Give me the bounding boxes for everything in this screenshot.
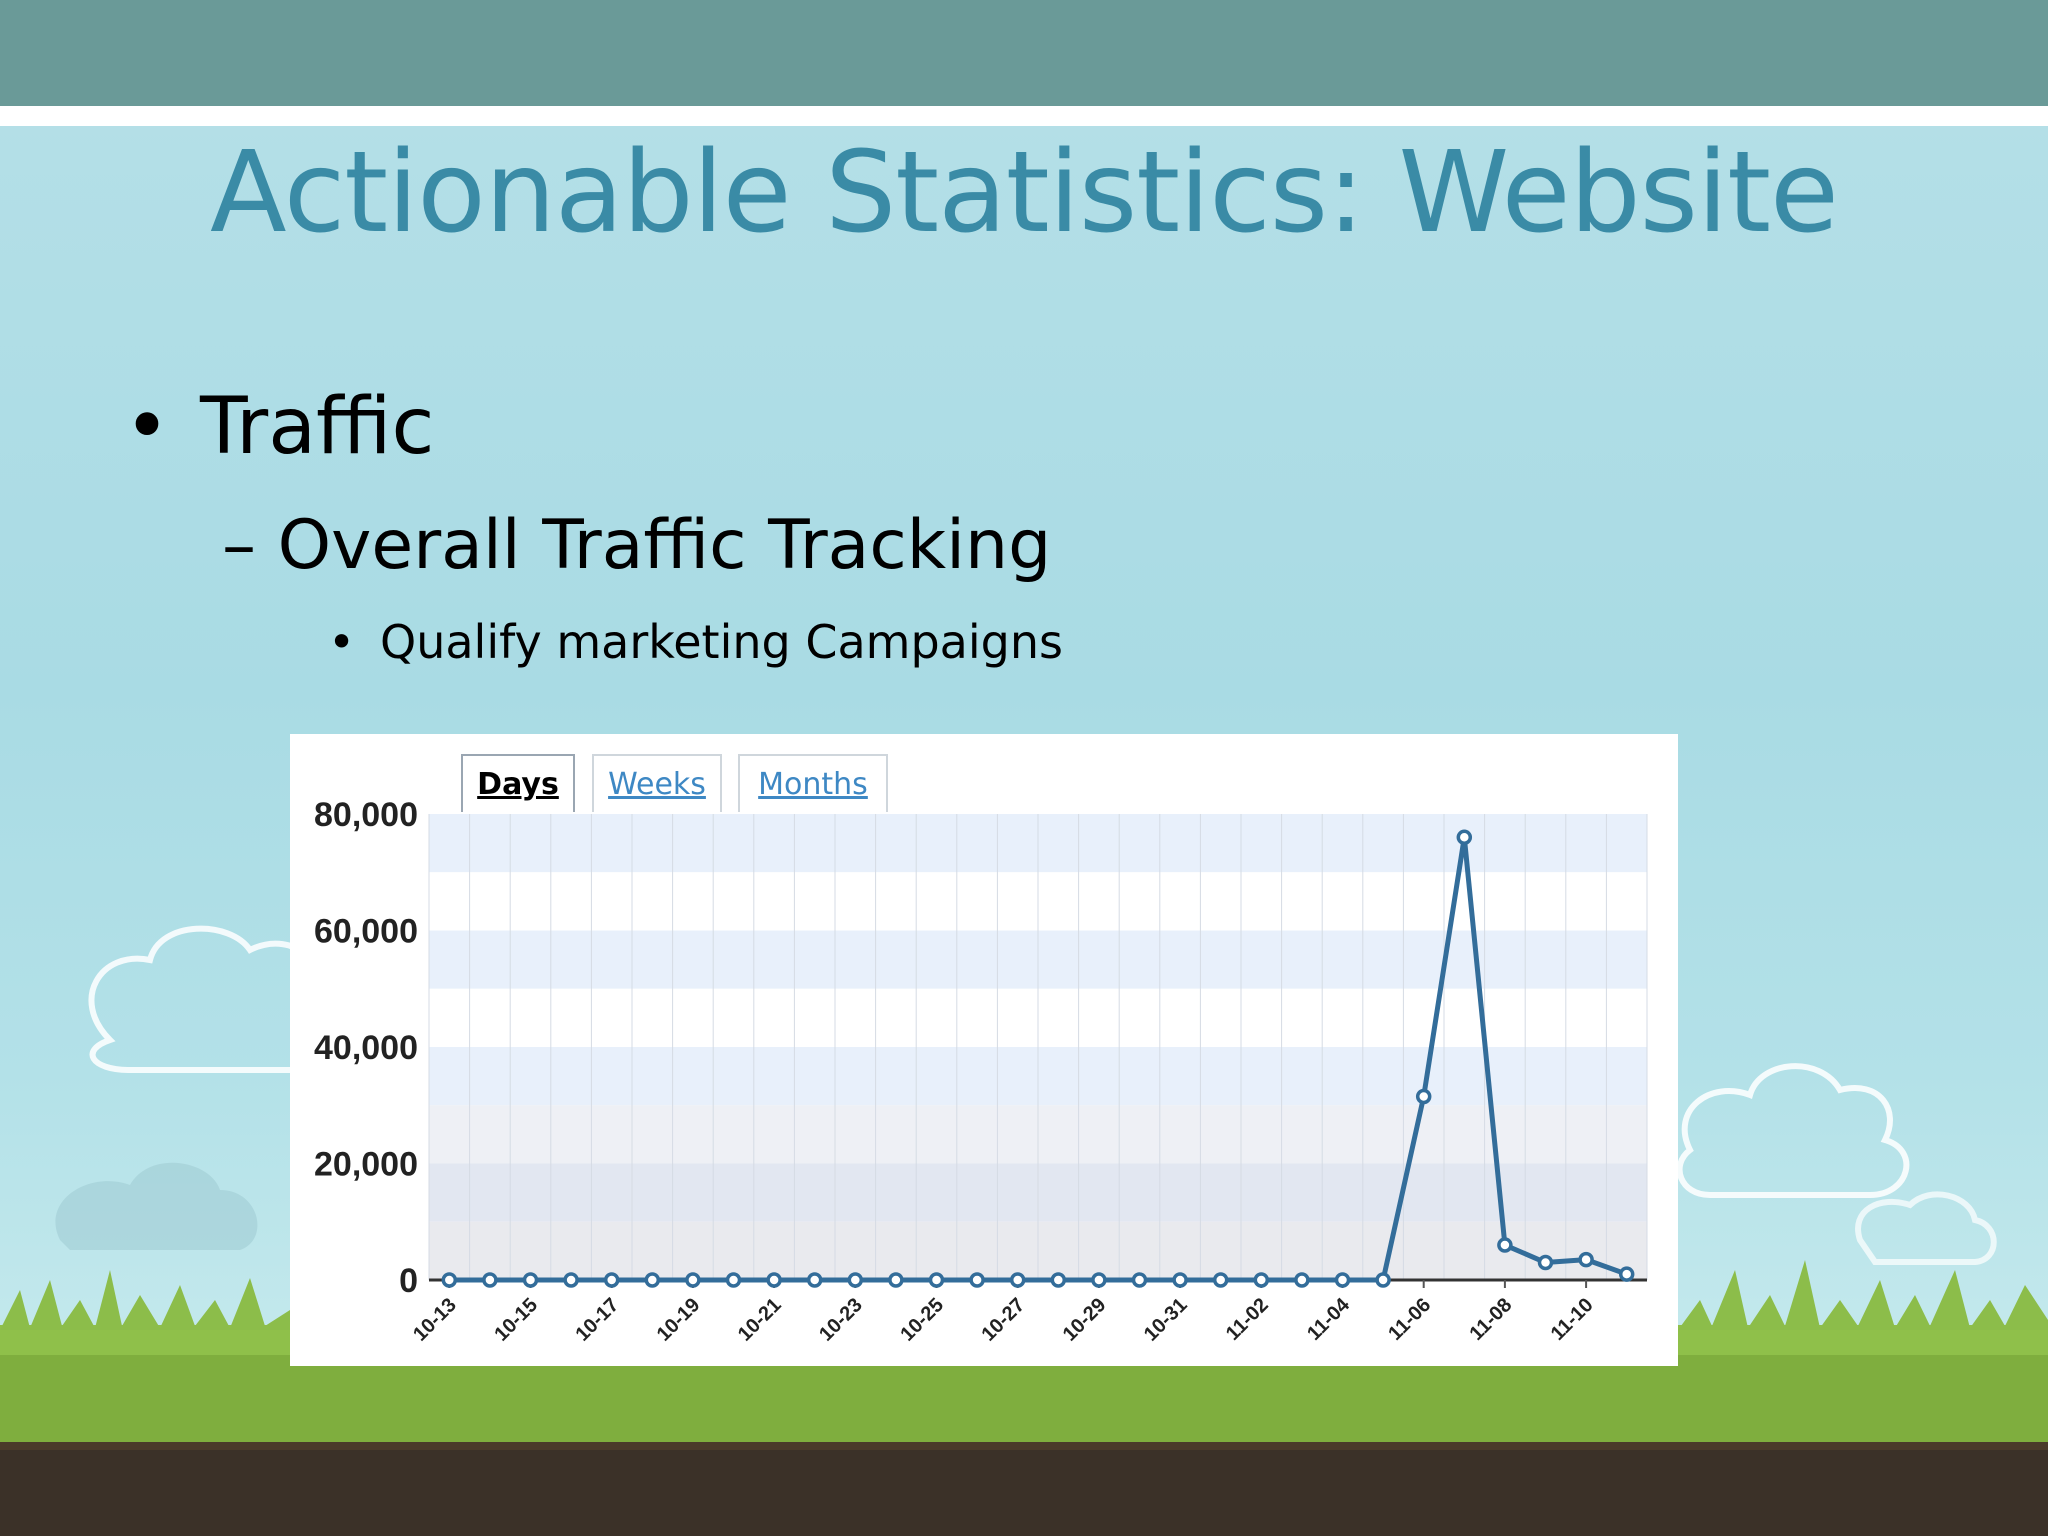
bullet-marker: • <box>328 615 356 669</box>
data-point <box>928 1272 945 1288</box>
data-point <box>847 1272 864 1288</box>
data-point <box>1009 1272 1026 1288</box>
data-point <box>482 1272 498 1288</box>
data-point <box>888 1272 904 1288</box>
x-tick-label: 10-13 <box>409 1294 461 1346</box>
data-point <box>806 1272 823 1288</box>
x-tick-label: 11-06 <box>1384 1294 1435 1345</box>
grass-tufts-left <box>0 1270 290 1330</box>
data-point <box>644 1272 661 1288</box>
y-tick-label: 0 <box>399 1262 418 1300</box>
bullet-level-2: – Overall Traffic Tracking <box>222 506 1051 586</box>
x-tick-label: 10-31 <box>1140 1294 1192 1346</box>
x-tick-label: 10-23 <box>815 1294 867 1346</box>
x-tick-label: 10-19 <box>653 1294 705 1346</box>
tab-weeks[interactable]: Weeks <box>592 754 722 812</box>
cloud-shadow-left-icon <box>55 1162 258 1250</box>
data-point <box>1375 1272 1391 1288</box>
top-divider <box>0 106 2048 126</box>
data-point <box>1497 1237 1513 1253</box>
x-tick-label: 10-25 <box>896 1294 948 1346</box>
y-tick-label: 20,000 <box>314 1146 418 1184</box>
data-point <box>603 1272 620 1288</box>
y-tick-label: 40,000 <box>314 1029 418 1067</box>
bullet-text-qualify: Qualify marketing Campaigns <box>380 615 1063 669</box>
bullet-text-overall-traffic: Overall Traffic Tracking <box>277 506 1052 585</box>
data-point <box>1415 1088 1432 1105</box>
data-point <box>1091 1272 1107 1288</box>
data-point <box>1456 829 1473 846</box>
y-tick-label: 60,000 <box>314 913 418 951</box>
data-point <box>1618 1266 1635 1282</box>
x-tick-label: 10-27 <box>978 1294 1030 1346</box>
bullet-marker: • <box>124 382 171 472</box>
tab-days[interactable]: Days <box>461 754 575 812</box>
x-tick-label: 11-02 <box>1222 1294 1273 1345</box>
traffic-chart-panel: Days Weeks Months 0 20,000 40,000 60,000 80,… <box>290 734 1678 1366</box>
data-point <box>1253 1272 1270 1288</box>
x-tick-label: 10-29 <box>1059 1294 1111 1346</box>
data-point <box>766 1272 782 1288</box>
data-point <box>1537 1254 1554 1271</box>
slide-title: Actionable Statistics: Website <box>210 128 1839 258</box>
x-tick-label: 10-21 <box>734 1294 786 1346</box>
x-tick-label: 11-08 <box>1465 1294 1516 1345</box>
data-point <box>522 1272 539 1288</box>
traffic-line-chart: 0 20,000 40,000 60,000 80,000 10-13 10-15 10-17… <box>314 796 1648 1346</box>
data-point <box>969 1272 985 1288</box>
x-tick-label: 10-15 <box>490 1294 542 1346</box>
data-point <box>1131 1272 1148 1288</box>
data-point <box>563 1272 579 1288</box>
top-banner <box>0 0 2048 106</box>
data-point <box>725 1272 742 1288</box>
data-point <box>1050 1272 1067 1288</box>
cloud-right-icon <box>1676 1063 1910 1198</box>
data-point <box>1212 1272 1229 1288</box>
data-point <box>1294 1272 1310 1288</box>
y-tick-label: 80,000 <box>314 796 418 834</box>
data-point <box>1172 1272 1188 1288</box>
x-tick-label: 10-17 <box>572 1294 624 1346</box>
cloud-right-small-icon <box>1855 1191 1997 1265</box>
data-point <box>1334 1272 1351 1288</box>
tab-months[interactable]: Months <box>738 754 888 812</box>
data-point <box>1578 1251 1594 1268</box>
data-point <box>441 1272 458 1288</box>
x-tick-label: 11-04 <box>1303 1293 1355 1345</box>
data-point <box>685 1272 701 1288</box>
bullet-marker: – <box>222 506 256 585</box>
soil-strip <box>0 1450 2048 1536</box>
grass-tufts-right <box>1678 1260 2048 1330</box>
bullet-text-traffic: Traffic <box>200 382 435 472</box>
x-tick-label: 11-10 <box>1547 1294 1598 1345</box>
